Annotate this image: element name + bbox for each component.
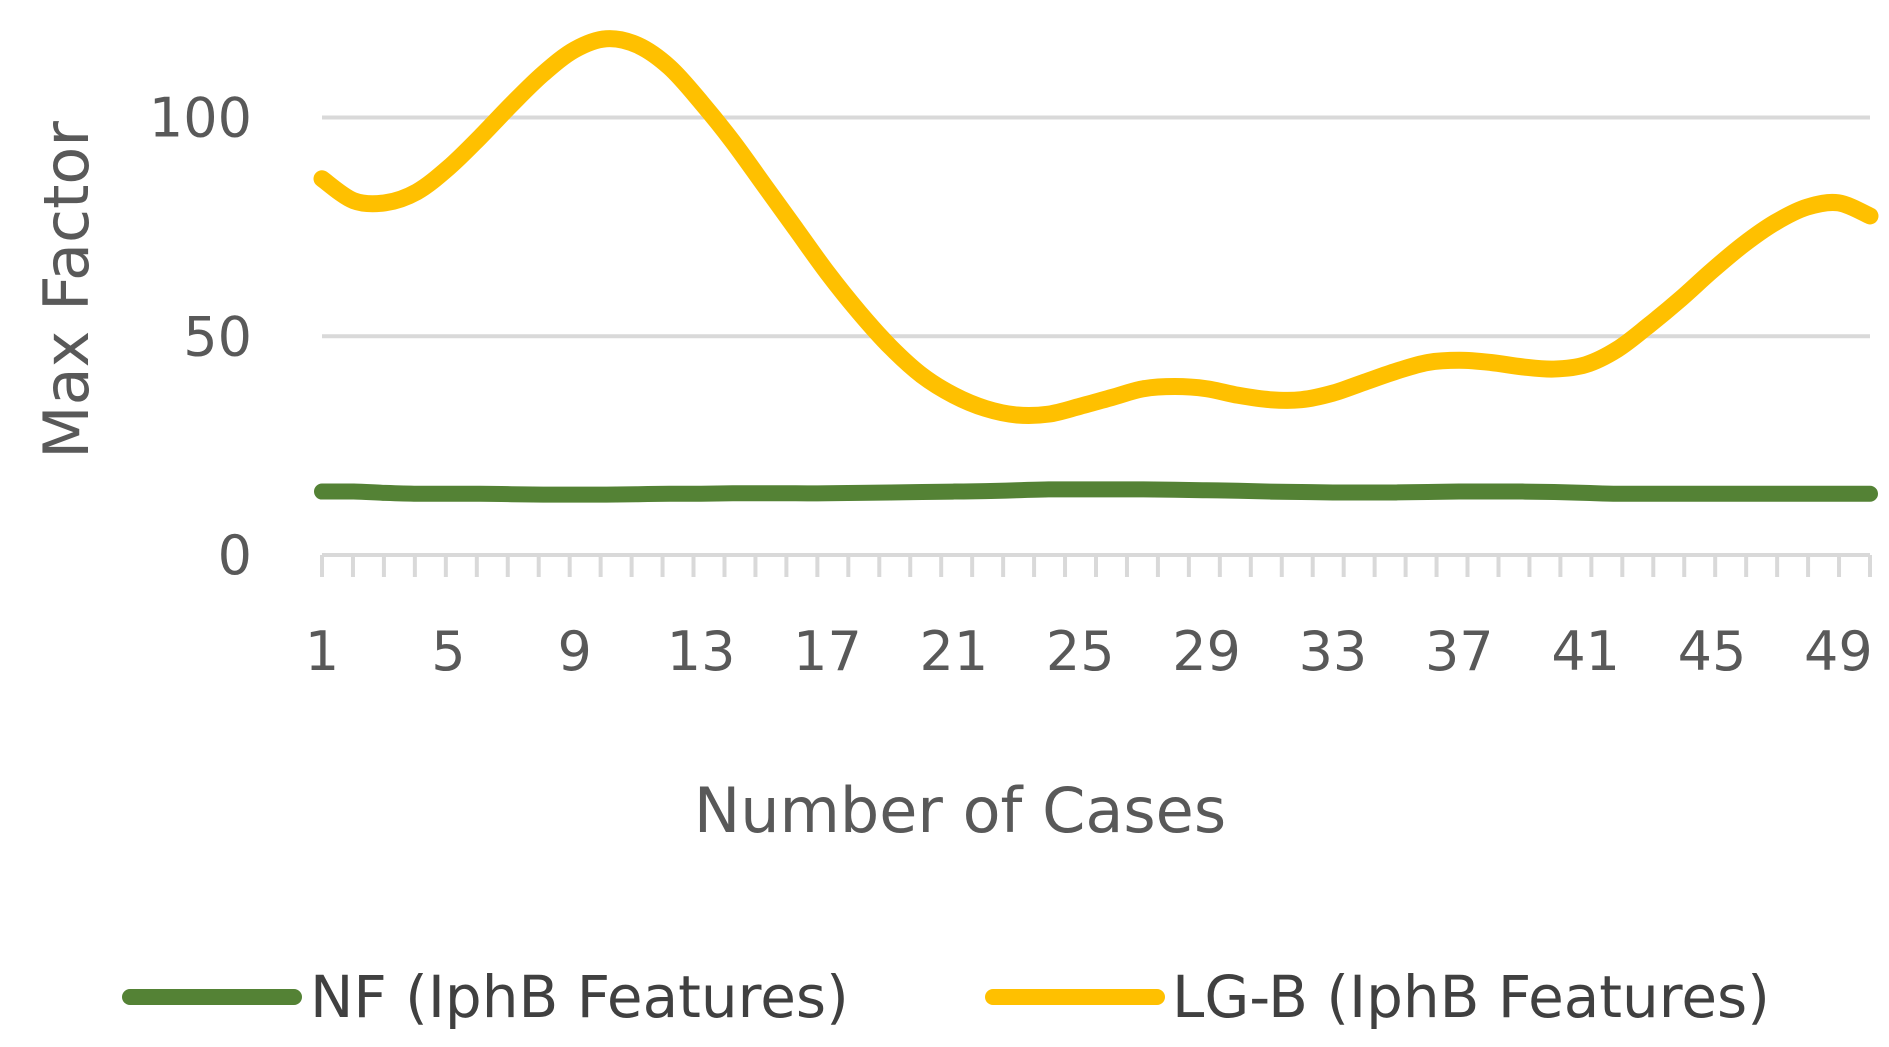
y-tick-label-100: 100 bbox=[149, 87, 252, 150]
x-axis-title: Number of Cases bbox=[694, 774, 1226, 847]
x-axis-tick-labels: 1 5 9 13 17 21 25 29 33 37 41 45 49 bbox=[305, 620, 1873, 683]
x-tick-label-17: 17 bbox=[793, 620, 862, 683]
x-tick-label-33: 33 bbox=[1299, 620, 1368, 683]
legend-label-nf: NF (IphB Features) bbox=[310, 963, 849, 1031]
legend: NF (IphB Features) LG-B (IphB Features) bbox=[122, 963, 1770, 1031]
gridlines bbox=[322, 115, 1870, 339]
x-tick-label-13: 13 bbox=[667, 620, 736, 683]
x-tick-label-49: 49 bbox=[1804, 620, 1873, 683]
x-tick-label-5: 5 bbox=[431, 620, 465, 683]
y-axis-tick-labels: 0 50 100 bbox=[149, 87, 252, 588]
legend-label-lg-b: LG-B (IphB Features) bbox=[1172, 963, 1770, 1031]
series-lines bbox=[313, 30, 1879, 503]
y-axis-title: Max Factor bbox=[30, 121, 103, 459]
x-tick-label-29: 29 bbox=[1172, 620, 1241, 683]
x-tick-label-9: 9 bbox=[558, 620, 592, 683]
x-tick-label-25: 25 bbox=[1046, 620, 1115, 683]
x-tick-label-45: 45 bbox=[1678, 620, 1747, 683]
y-tick-label-0: 0 bbox=[218, 524, 252, 587]
y-tick-label-50: 50 bbox=[183, 305, 252, 368]
x-axis bbox=[320, 553, 1872, 577]
x-tick-label-37: 37 bbox=[1425, 620, 1494, 683]
x-tick-label-1: 1 bbox=[305, 620, 339, 683]
series-line-nf bbox=[314, 481, 1878, 503]
x-tick-label-21: 21 bbox=[919, 620, 988, 683]
x-tick-label-41: 41 bbox=[1551, 620, 1620, 683]
series-line-lg-b bbox=[313, 30, 1879, 425]
